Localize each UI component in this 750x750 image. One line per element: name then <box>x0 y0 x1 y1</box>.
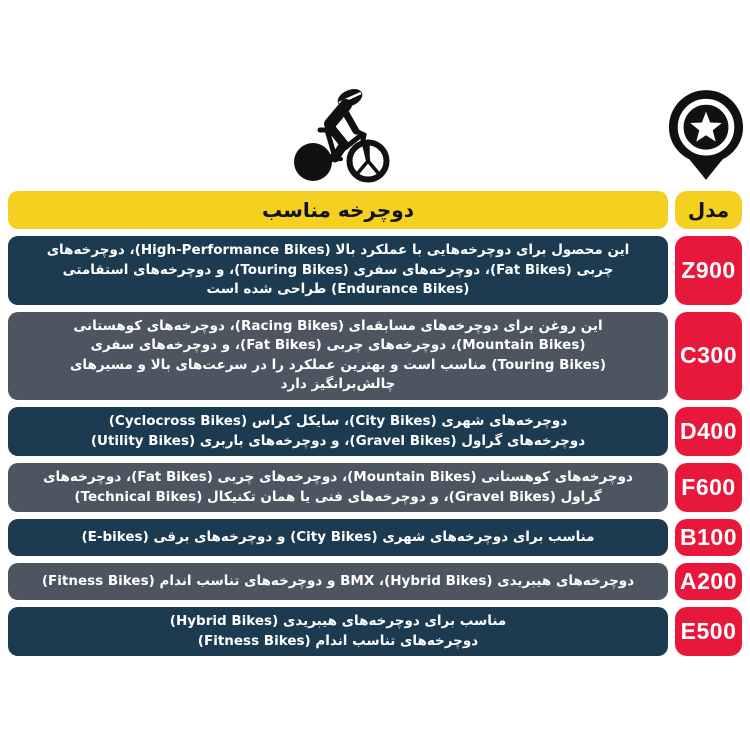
table-row: دوچرخه‌های شهری (City Bikes)، سایکل کراس… <box>8 406 742 457</box>
cyclist-icon <box>294 86 394 186</box>
row-description: مناسب برای دوچرخه‌های شهری (City Bikes) … <box>8 519 668 557</box>
row-description: این محصول برای دوچرخه‌هایی با عملکرد بال… <box>8 236 668 305</box>
table-row: مناسب برای دوچرخه‌های شهری (City Bikes) … <box>8 519 742 557</box>
table-body: این محصول برای دوچرخه‌هایی با عملکرد بال… <box>8 236 742 657</box>
table-header-row: دوچرخه مناسب مدل <box>8 191 742 229</box>
row-model-badge: C300 <box>675 311 742 400</box>
row-description: این روغن برای دوچرخه‌های مسابقه‌ای (Raci… <box>8 311 668 400</box>
row-model-badge: A200 <box>675 563 742 601</box>
row-model-badge: D400 <box>675 406 742 457</box>
row-model-badge: E500 <box>675 607 742 657</box>
table-row: مناسب برای دوچرخه‌های هیبریدی (Hybrid Bi… <box>8 607 742 657</box>
compatibility-table: دوچرخه مناسب مدل این محصول برای دوچرخه‌ه… <box>8 191 742 663</box>
star-pin-badge-icon <box>667 88 745 182</box>
row-model-badge: B100 <box>675 519 742 557</box>
table-row: دوچرخه‌های کوهستانی (Mountain Bikes)، دو… <box>8 463 742 513</box>
row-description: مناسب برای دوچرخه‌های هیبریدی (Hybrid Bi… <box>8 607 668 657</box>
row-description: دوچرخه‌های شهری (City Bikes)، سایکل کراس… <box>8 406 668 457</box>
table-row: دوچرخه‌های هیبریدی (Hybrid Bikes)، BMX و… <box>8 563 742 601</box>
row-description: دوچرخه‌های کوهستانی (Mountain Bikes)، دو… <box>8 463 668 513</box>
row-model-badge: F600 <box>675 463 742 513</box>
table-row: این روغن برای دوچرخه‌های مسابقه‌ای (Raci… <box>8 311 742 400</box>
row-model-badge: Z900 <box>675 236 742 305</box>
table-row: این محصول برای دوچرخه‌هایی با عملکرد بال… <box>8 236 742 305</box>
header-model: مدل <box>675 191 742 229</box>
row-description: دوچرخه‌های هیبریدی (Hybrid Bikes)، BMX و… <box>8 563 668 601</box>
header-suitable-bike: دوچرخه مناسب <box>8 191 668 229</box>
